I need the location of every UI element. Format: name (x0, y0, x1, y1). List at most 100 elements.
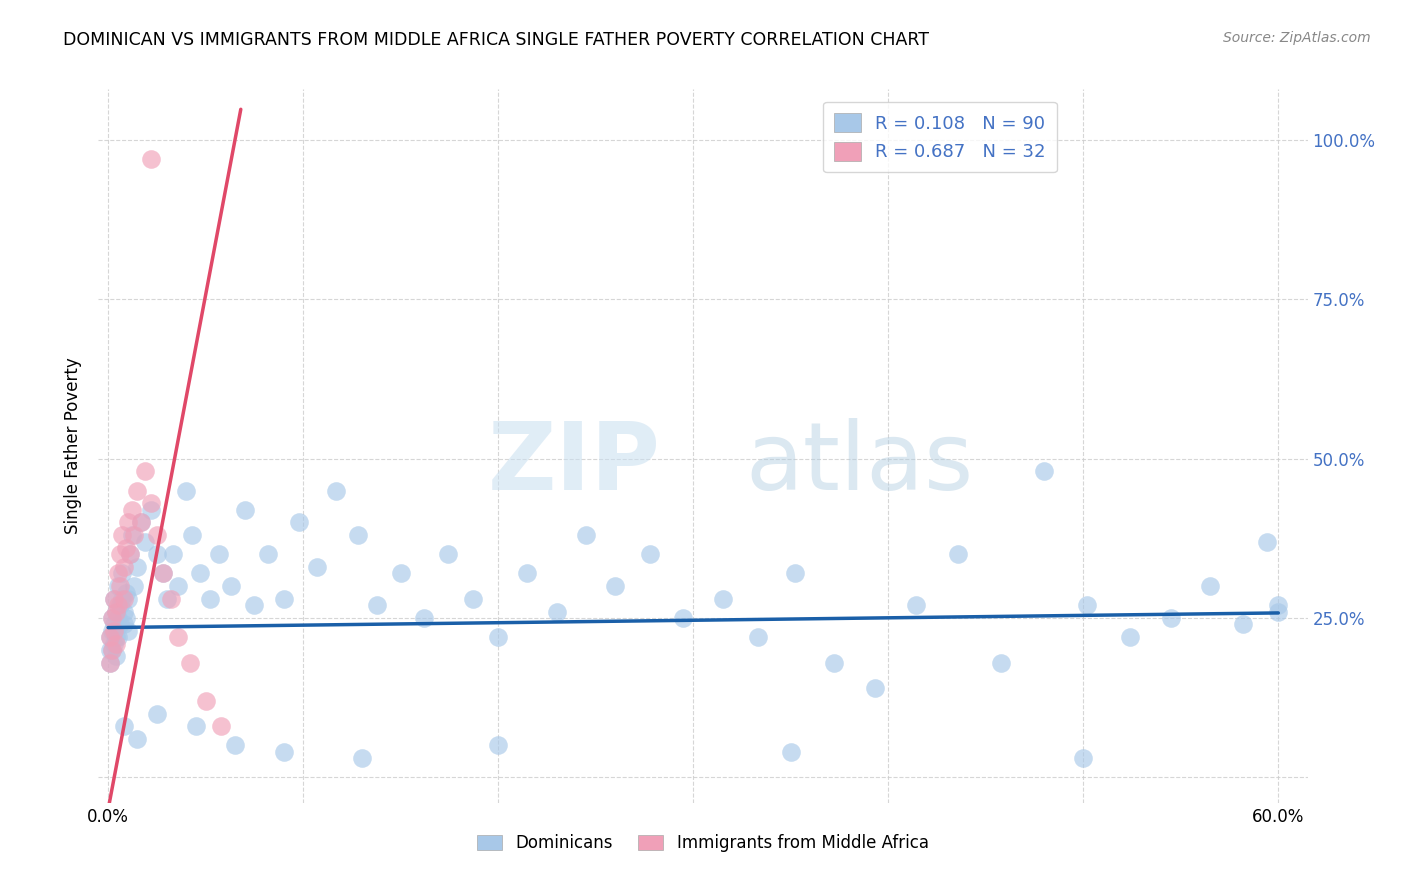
Text: DOMINICAN VS IMMIGRANTS FROM MIDDLE AFRICA SINGLE FATHER POVERTY CORRELATION CHA: DOMINICAN VS IMMIGRANTS FROM MIDDLE AFRI… (63, 31, 929, 49)
Point (1071, 751, 1094, 765)
Point (243, 599, 266, 613)
Point (1160, 611, 1182, 625)
Point (672, 611, 695, 625)
Point (486, 630, 509, 644)
Point (288, 516, 311, 530)
Point (159, 591, 181, 606)
Point (121, 528, 143, 542)
Point (122, 528, 145, 542)
Point (103, 624, 125, 638)
Point (184, 719, 207, 733)
Point (198, 591, 221, 606)
Point (747, 630, 769, 644)
Point (575, 528, 598, 542)
Point (233, 502, 256, 516)
Point (181, 528, 204, 542)
Point (413, 611, 436, 625)
Point (640, 547, 662, 561)
Point (346, 528, 368, 542)
Point (863, 681, 886, 695)
Point (516, 566, 538, 581)
Point (117, 591, 139, 606)
Point (104, 630, 127, 644)
Point (107, 630, 129, 644)
Point (146, 528, 169, 542)
Point (1076, 599, 1098, 613)
Point (121, 502, 143, 516)
Point (117, 516, 139, 530)
Point (139, 496, 162, 510)
Point (98, 656, 121, 670)
Point (112, 617, 135, 632)
Point (486, 739, 509, 753)
Point (1256, 534, 1278, 549)
Point (122, 579, 145, 593)
Point (104, 605, 127, 619)
Point (219, 579, 242, 593)
Point (461, 591, 484, 606)
Point (107, 579, 129, 593)
Point (1033, 465, 1056, 479)
Point (174, 483, 197, 498)
Point (146, 706, 169, 721)
Point (114, 541, 136, 555)
Point (127, 483, 149, 498)
Point (273, 745, 295, 759)
Point (208, 547, 231, 561)
Point (112, 560, 135, 574)
Text: ZIP: ZIP (488, 417, 661, 510)
Point (179, 656, 201, 670)
Point (194, 694, 217, 708)
Point (104, 636, 127, 650)
Point (1119, 630, 1142, 644)
Text: Source: ZipAtlas.com: Source: ZipAtlas.com (1223, 31, 1371, 45)
Point (108, 547, 131, 561)
Point (103, 591, 125, 606)
Point (224, 739, 246, 753)
Point (112, 591, 135, 606)
Legend: Dominicans, Immigrants from Middle Africa: Dominicans, Immigrants from Middle Afric… (471, 828, 935, 859)
Point (167, 630, 190, 644)
Point (325, 483, 347, 498)
Point (103, 636, 125, 650)
Point (107, 566, 129, 581)
Point (389, 566, 412, 581)
Point (711, 591, 734, 606)
Point (1267, 605, 1289, 619)
Point (1232, 617, 1254, 632)
Point (127, 732, 149, 747)
Point (108, 599, 131, 613)
Point (114, 585, 136, 599)
Point (350, 751, 373, 765)
Point (101, 643, 124, 657)
Point (209, 719, 232, 733)
Point (1199, 579, 1222, 593)
Point (1267, 599, 1289, 613)
Point (101, 643, 124, 657)
Point (101, 624, 124, 638)
Point (98, 630, 121, 644)
Text: atlas: atlas (745, 417, 973, 510)
Point (990, 656, 1012, 670)
Point (546, 605, 568, 619)
Point (139, 502, 162, 516)
Point (134, 534, 156, 549)
Point (127, 560, 149, 574)
Point (904, 599, 927, 613)
Point (103, 591, 125, 606)
Point (167, 579, 190, 593)
Point (605, 579, 627, 593)
Point (779, 745, 801, 759)
Point (111, 528, 134, 542)
Point (117, 624, 139, 638)
Point (108, 617, 131, 632)
Y-axis label: Single Father Poverty: Single Father Poverty (65, 358, 83, 534)
Point (948, 547, 970, 561)
Point (107, 599, 129, 613)
Point (131, 516, 153, 530)
Point (103, 617, 125, 632)
Point (112, 605, 135, 619)
Point (273, 591, 295, 606)
Point (823, 656, 845, 670)
Point (101, 611, 124, 625)
